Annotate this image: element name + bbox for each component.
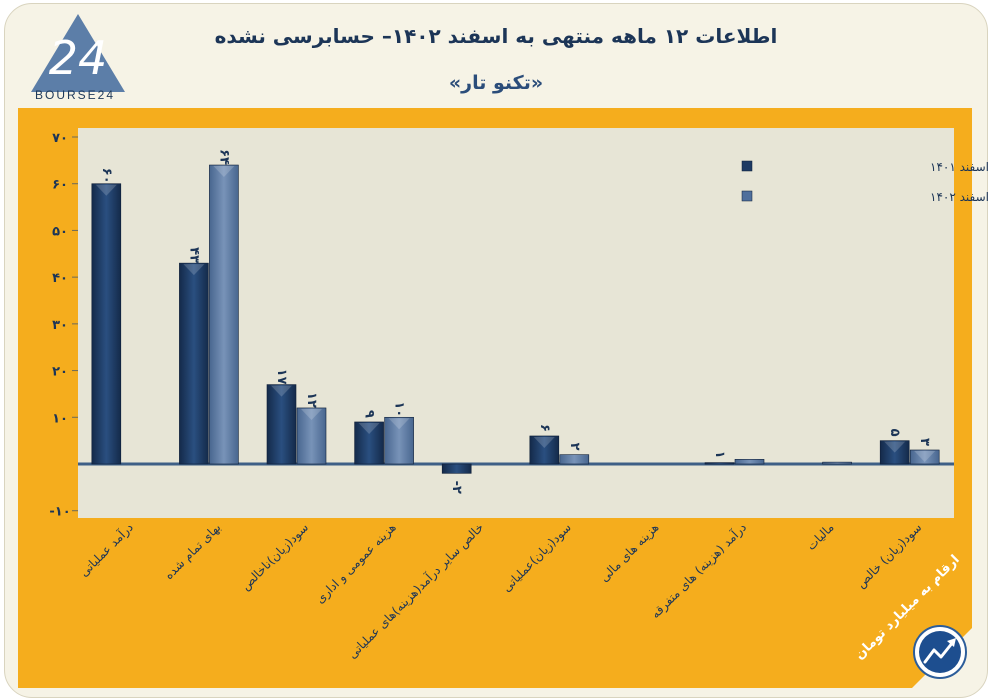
data-label: ۳	[917, 438, 932, 446]
data-label: ۲	[567, 443, 582, 451]
y-tick-label: ۵۰	[52, 224, 68, 239]
bar-bevel	[271, 385, 292, 397]
data-label: ۶۰	[99, 168, 114, 184]
bar-bevel	[183, 264, 205, 276]
bar-1	[266, 384, 297, 465]
data-label: ۵	[887, 429, 902, 437]
bar-bevel	[914, 450, 936, 462]
data-label: ۶	[537, 424, 552, 432]
y-tick-label: -۱۰	[49, 505, 70, 520]
y-tick-label: ۲۰	[52, 365, 68, 380]
data-label: ۱۷	[274, 369, 289, 385]
bar-2	[822, 461, 852, 465]
bar-1	[91, 183, 122, 465]
data-label: ۴۳	[186, 247, 201, 263]
logo-triangle	[31, 14, 125, 92]
bar-1	[704, 462, 735, 465]
bar-2	[296, 407, 327, 465]
bar-2	[209, 164, 239, 465]
chart-title: اطلاعات ۱۲ ماهه منتهی به اسفند ۱۴۰۲– حسا…	[214, 24, 778, 48]
bar-bevel	[388, 418, 410, 430]
legend-swatch-2	[741, 190, 753, 202]
bar-bevel	[213, 166, 235, 178]
bourse24-logo: 24	[31, 14, 125, 92]
logo-text: BOURSE24	[34, 88, 116, 102]
y-tick-label: ۴۰	[52, 271, 68, 286]
data-label: ۱۰	[392, 401, 407, 417]
bar-1	[179, 262, 209, 465]
legend-label-1: عملکرد منتهی به اسفند ۱۴۰۱	[930, 160, 990, 175]
logo-mark: 24	[49, 31, 108, 85]
bar-bevel	[533, 436, 555, 448]
bar-bevel	[301, 408, 322, 420]
bar-1	[354, 421, 384, 465]
bar-1	[529, 435, 560, 465]
data-label: ۱	[712, 451, 727, 459]
bar-2	[909, 449, 940, 465]
trend-arrow-head-icon	[947, 638, 956, 647]
bar-bevel	[95, 184, 117, 196]
legend-swatch-1	[741, 160, 753, 172]
data-label: ۶۴	[216, 149, 231, 165]
y-tick-label: ۷۰	[52, 131, 68, 146]
y-tick-label: ۶۰	[52, 178, 68, 193]
bar-1	[879, 440, 910, 465]
data-label: -۲	[449, 481, 464, 494]
bar-bevel	[358, 422, 380, 434]
bar-bevel	[884, 441, 906, 453]
badge-inner	[919, 631, 961, 673]
y-tick-label: ۱۰	[52, 411, 68, 426]
bar-2	[384, 416, 414, 465]
y-tick-label: ۳۰	[52, 318, 68, 333]
data-label: ۹	[362, 410, 377, 418]
bar-1	[441, 463, 472, 474]
data-label: ۱۲	[304, 392, 319, 408]
bar-2	[734, 459, 765, 465]
legend-label-2: عملکرد منتهی به اسفند ۱۴۰۲	[930, 190, 990, 205]
trend-arrow-icon	[923, 640, 955, 664]
bar-2	[559, 454, 590, 465]
chart-subtitle: «تکنو تار»	[448, 72, 544, 94]
